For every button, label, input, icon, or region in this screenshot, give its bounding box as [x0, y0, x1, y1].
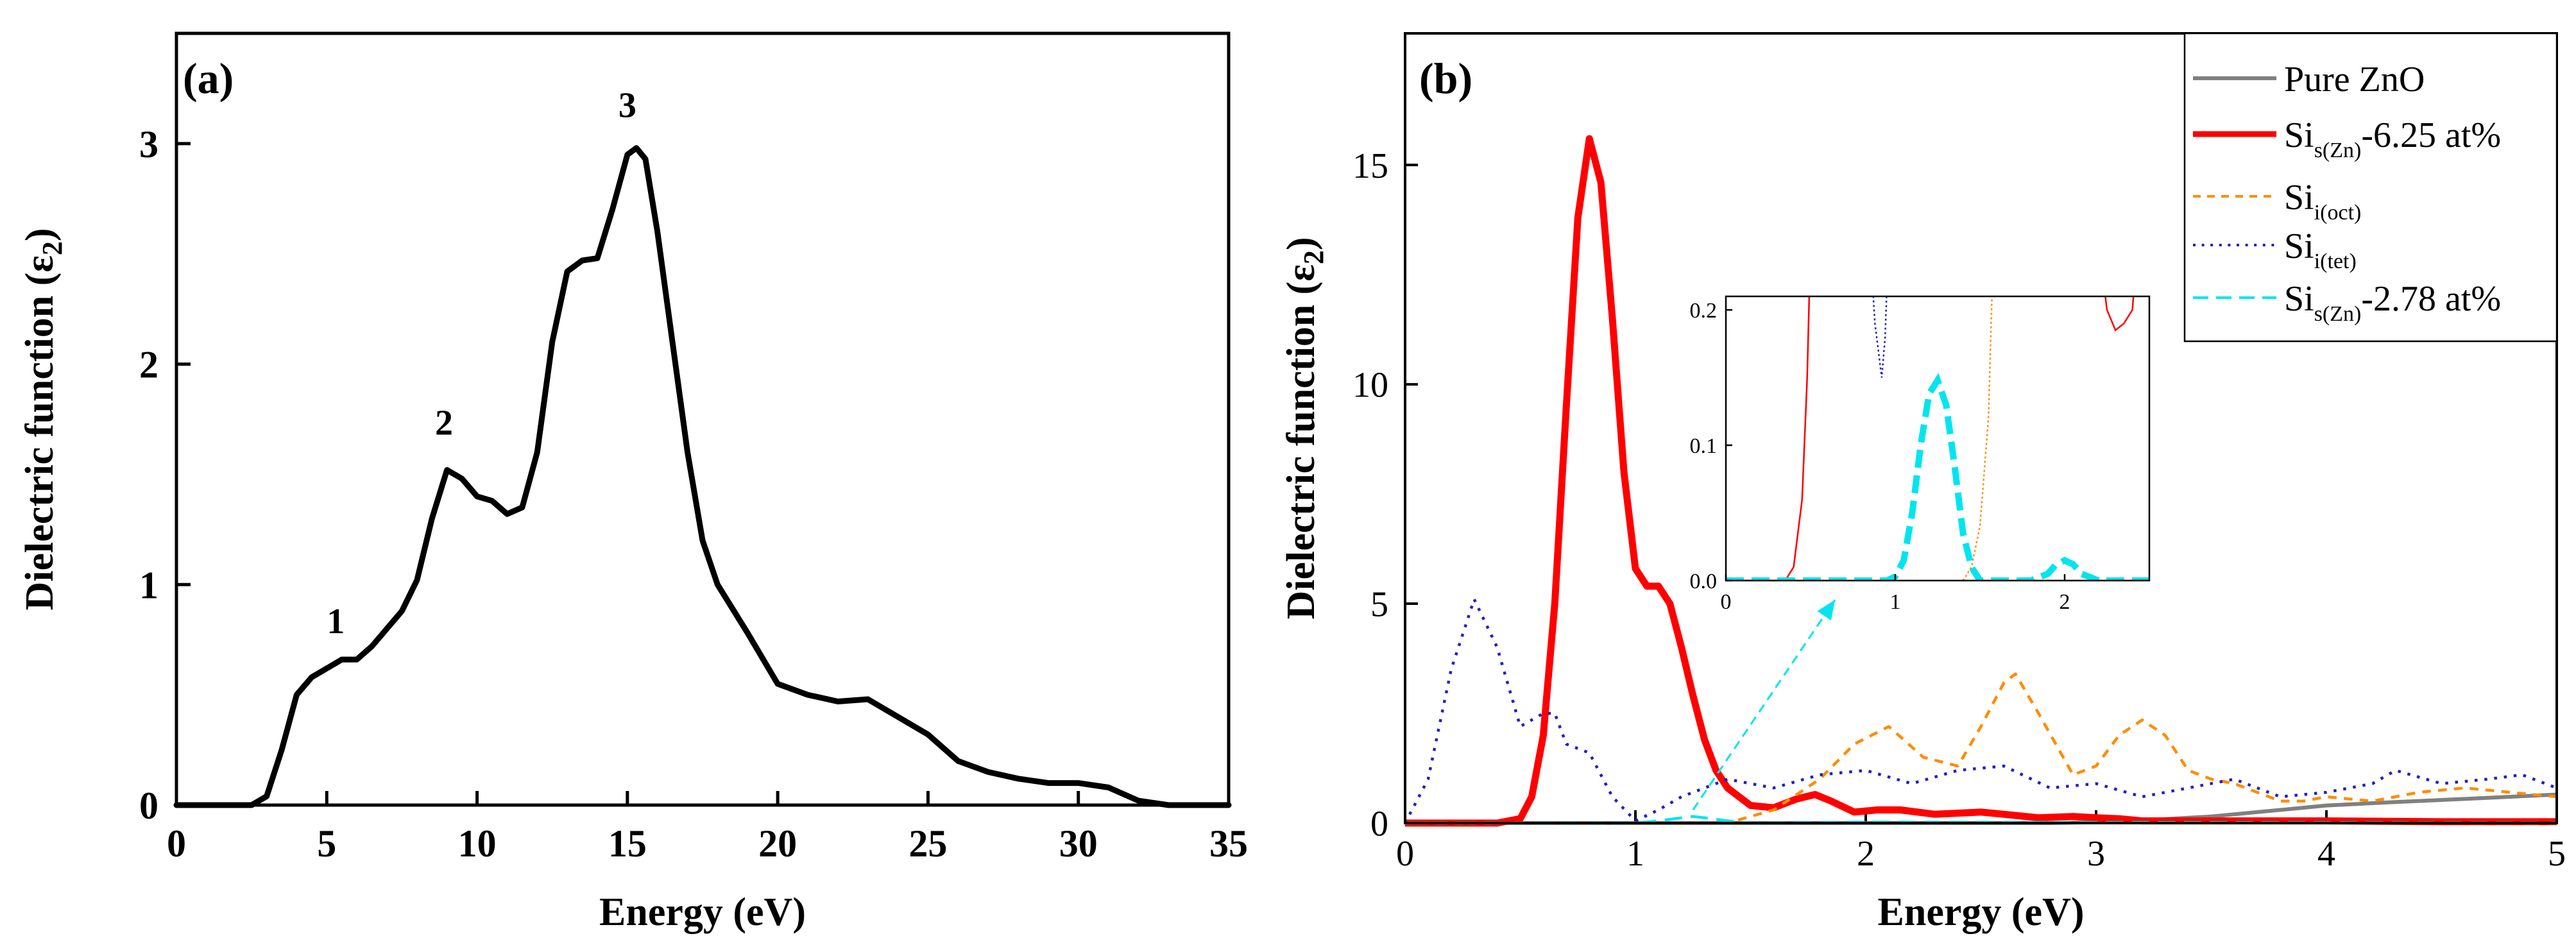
panel-b-x-tick-label: 5 — [2548, 834, 2566, 874]
panel-a-x-tick-label: 10 — [458, 822, 497, 865]
legend-label-sub: i(oct) — [2314, 201, 2362, 225]
inset-series-si-i-oct — [1962, 296, 1993, 581]
panel-a-y-axis-label-main: Dielectric function (ε — [18, 255, 62, 610]
panel-b-x-tick-label: 1 — [1626, 834, 1644, 874]
inset-x-tick-label: 2 — [2060, 590, 2070, 614]
panel-a-x-tick-label: 15 — [608, 822, 647, 865]
panel-a-annotations: 1 2 3 — [327, 86, 636, 642]
legend-label-sub: i(tet) — [2314, 250, 2357, 273]
panel-b-inset: 0 1 2 0.0 0.1 0.2 — [1690, 295, 2151, 614]
panel-a-plot-frame — [175, 31, 1231, 807]
panel-a-y-axis-label: Dielectric function (ε2) — [18, 228, 68, 611]
inset-pointer-arrowhead — [1817, 600, 1835, 621]
panel-a-series — [173, 145, 1232, 808]
panel-b-y-tick-label: 0 — [1370, 804, 1388, 844]
panel-b-series-si-i-oct — [1405, 672, 2557, 825]
panel-a-ticks: 0 5 10 15 20 25 30 35 0 1 2 3 — [139, 123, 1248, 865]
legend-label-main: Pure ZnO — [2284, 60, 2425, 99]
legend-label-sub: s(Zn) — [2314, 139, 2362, 162]
inset-series-si-i-tet — [1872, 296, 1888, 378]
panel-b-y-tick-label: 5 — [1370, 585, 1388, 625]
inset-series — [1726, 296, 2149, 581]
panel-b-y-axis-label-tail: ) — [1279, 237, 1323, 251]
legend-label-si-i-oct: Sii(oct) — [2284, 178, 2361, 225]
panel-a-y-tick-label: 3 — [139, 123, 158, 166]
inset-y-tick-label: 0.2 — [1690, 299, 1718, 323]
panel-b-x-tick-label: 4 — [2317, 834, 2335, 874]
inset-y-tick-label: 0.1 — [1690, 434, 1718, 458]
panel-a: 0 5 10 15 20 25 30 35 0 1 2 3 1 2 3 (a) Energy (eV) D… — [18, 31, 1248, 934]
inset-background — [1726, 296, 2149, 581]
legend-label-si-i-tet: Sii(tet) — [2284, 226, 2357, 273]
legend-label-si-s-zn-2-78-at: Sis(Zn)-2.78 at% — [2284, 279, 2501, 326]
inset-pointer-arrow — [1692, 599, 1836, 811]
legend-label-main: Si — [2284, 226, 2314, 266]
legend-label-sub: s(Zn) — [2314, 302, 2362, 326]
panel-a-x-tick-label: 20 — [758, 822, 797, 865]
panel-b-y-tick-label: 10 — [1352, 366, 1388, 405]
panel-a-y-tick-label: 1 — [139, 564, 158, 606]
panel-a-y-axis-label-sub: 2 — [37, 241, 68, 255]
panel-b-label: (b) — [1419, 54, 1472, 103]
legend-label-tail: -6.25 at% — [2361, 115, 2501, 155]
inset-x-tick-label: 0 — [1721, 590, 1732, 614]
panel-a-y-tick-label: 2 — [139, 344, 158, 386]
inset-y-tick-label: 0.0 — [1690, 570, 1718, 593]
panel-b-plot-frame — [1404, 32, 2558, 824]
panel-a-x-tick-label: 25 — [908, 822, 947, 865]
legend-label-si-s-zn-6-25-at: Sis(Zn)-6.25 at% — [2284, 115, 2501, 162]
legend-label-tail: -2.78 at% — [2361, 279, 2501, 319]
inset-frame — [1725, 295, 2151, 582]
panel-a-x-tick-label: 30 — [1059, 822, 1098, 865]
panel-a-x-tick-label: 5 — [317, 822, 336, 865]
panel-b-x-tick-label: 3 — [2087, 834, 2105, 874]
panel-a-x-tick-label: 0 — [167, 822, 186, 865]
panel-a-y-axis-label-tail: ) — [18, 228, 62, 242]
panel-b-series-si-s-zn-6-25-at — [1405, 135, 2557, 827]
panel-b-series-si-i-tet — [1404, 597, 2557, 824]
panel-b-y-axis-label: Dielectric function (ε2) — [1279, 237, 1329, 620]
panel-a-x-axis-label: Energy (eV) — [599, 890, 806, 934]
peak-label-1: 1 — [327, 602, 345, 642]
panel-b-y-tick-label: 15 — [1352, 146, 1388, 186]
legend-box — [2183, 32, 2558, 343]
legend-label-main: Si — [2284, 115, 2314, 155]
peak-label-2: 2 — [435, 404, 453, 443]
panel-a-x-tick-label: 35 — [1209, 822, 1248, 865]
panel-a-label: (a) — [183, 54, 234, 103]
panel-b-y-axis-label-main: Dielectric function (ε — [1279, 264, 1323, 619]
panel-b-y-axis-label-sub: 2 — [1298, 250, 1329, 264]
panel-b-x-axis-label: Energy (eV) — [1878, 890, 2085, 934]
peak-label-3: 3 — [618, 86, 636, 126]
panel-b-x-tick-label: 2 — [1857, 834, 1875, 874]
legend-label-pure-zno: Pure ZnO — [2284, 60, 2425, 99]
panel-a-series-line — [173, 145, 1232, 808]
inset-series-si-s-zn-2-78-at — [1726, 373, 2149, 581]
inset-x-tick-label: 1 — [1890, 590, 1901, 614]
legend-label-main: Si — [2284, 279, 2314, 319]
inset-series-si-s-zn-6-25-at — [1726, 296, 2135, 581]
panel-b-x-tick-label: 0 — [1396, 834, 1414, 874]
panel-a-y-tick-label: 0 — [139, 785, 158, 827]
legend-label-main: Si — [2284, 178, 2314, 217]
